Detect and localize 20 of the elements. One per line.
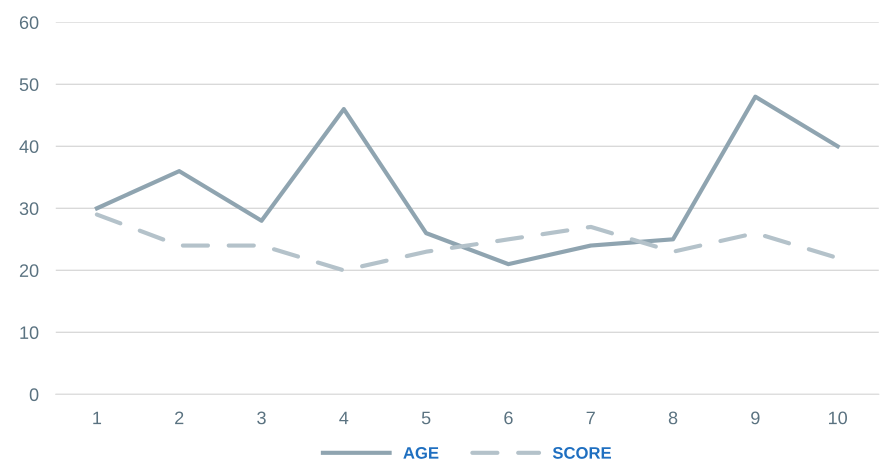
y-tick-label: 30 bbox=[20, 202, 38, 216]
x-tick-label: 1 bbox=[93, 412, 102, 424]
y-tick-label: 10 bbox=[20, 326, 38, 340]
y-tick-label: 50 bbox=[20, 78, 38, 92]
y-tick-label: 40 bbox=[19, 140, 38, 154]
x-tick-label: 5 bbox=[422, 412, 430, 424]
x-tick-label: 4 bbox=[339, 412, 348, 424]
x-tick-label: 7 bbox=[586, 412, 595, 424]
legend-label: AGE bbox=[403, 447, 438, 459]
y-tick-label: 0 bbox=[30, 388, 38, 402]
x-tick-label: 6 bbox=[504, 412, 513, 424]
x-tick-label: 2 bbox=[175, 412, 184, 424]
x-tick-label: 9 bbox=[751, 412, 760, 424]
line-series bbox=[94, 94, 840, 266]
y-tick-label: 20 bbox=[20, 264, 38, 278]
x-tick-label: 10 bbox=[828, 412, 847, 424]
x-tick-label: 3 bbox=[257, 412, 266, 424]
x-tick-label: 8 bbox=[668, 412, 678, 424]
legend-label: SCORE bbox=[552, 447, 611, 459]
y-tick-label: 60 bbox=[20, 16, 38, 29]
